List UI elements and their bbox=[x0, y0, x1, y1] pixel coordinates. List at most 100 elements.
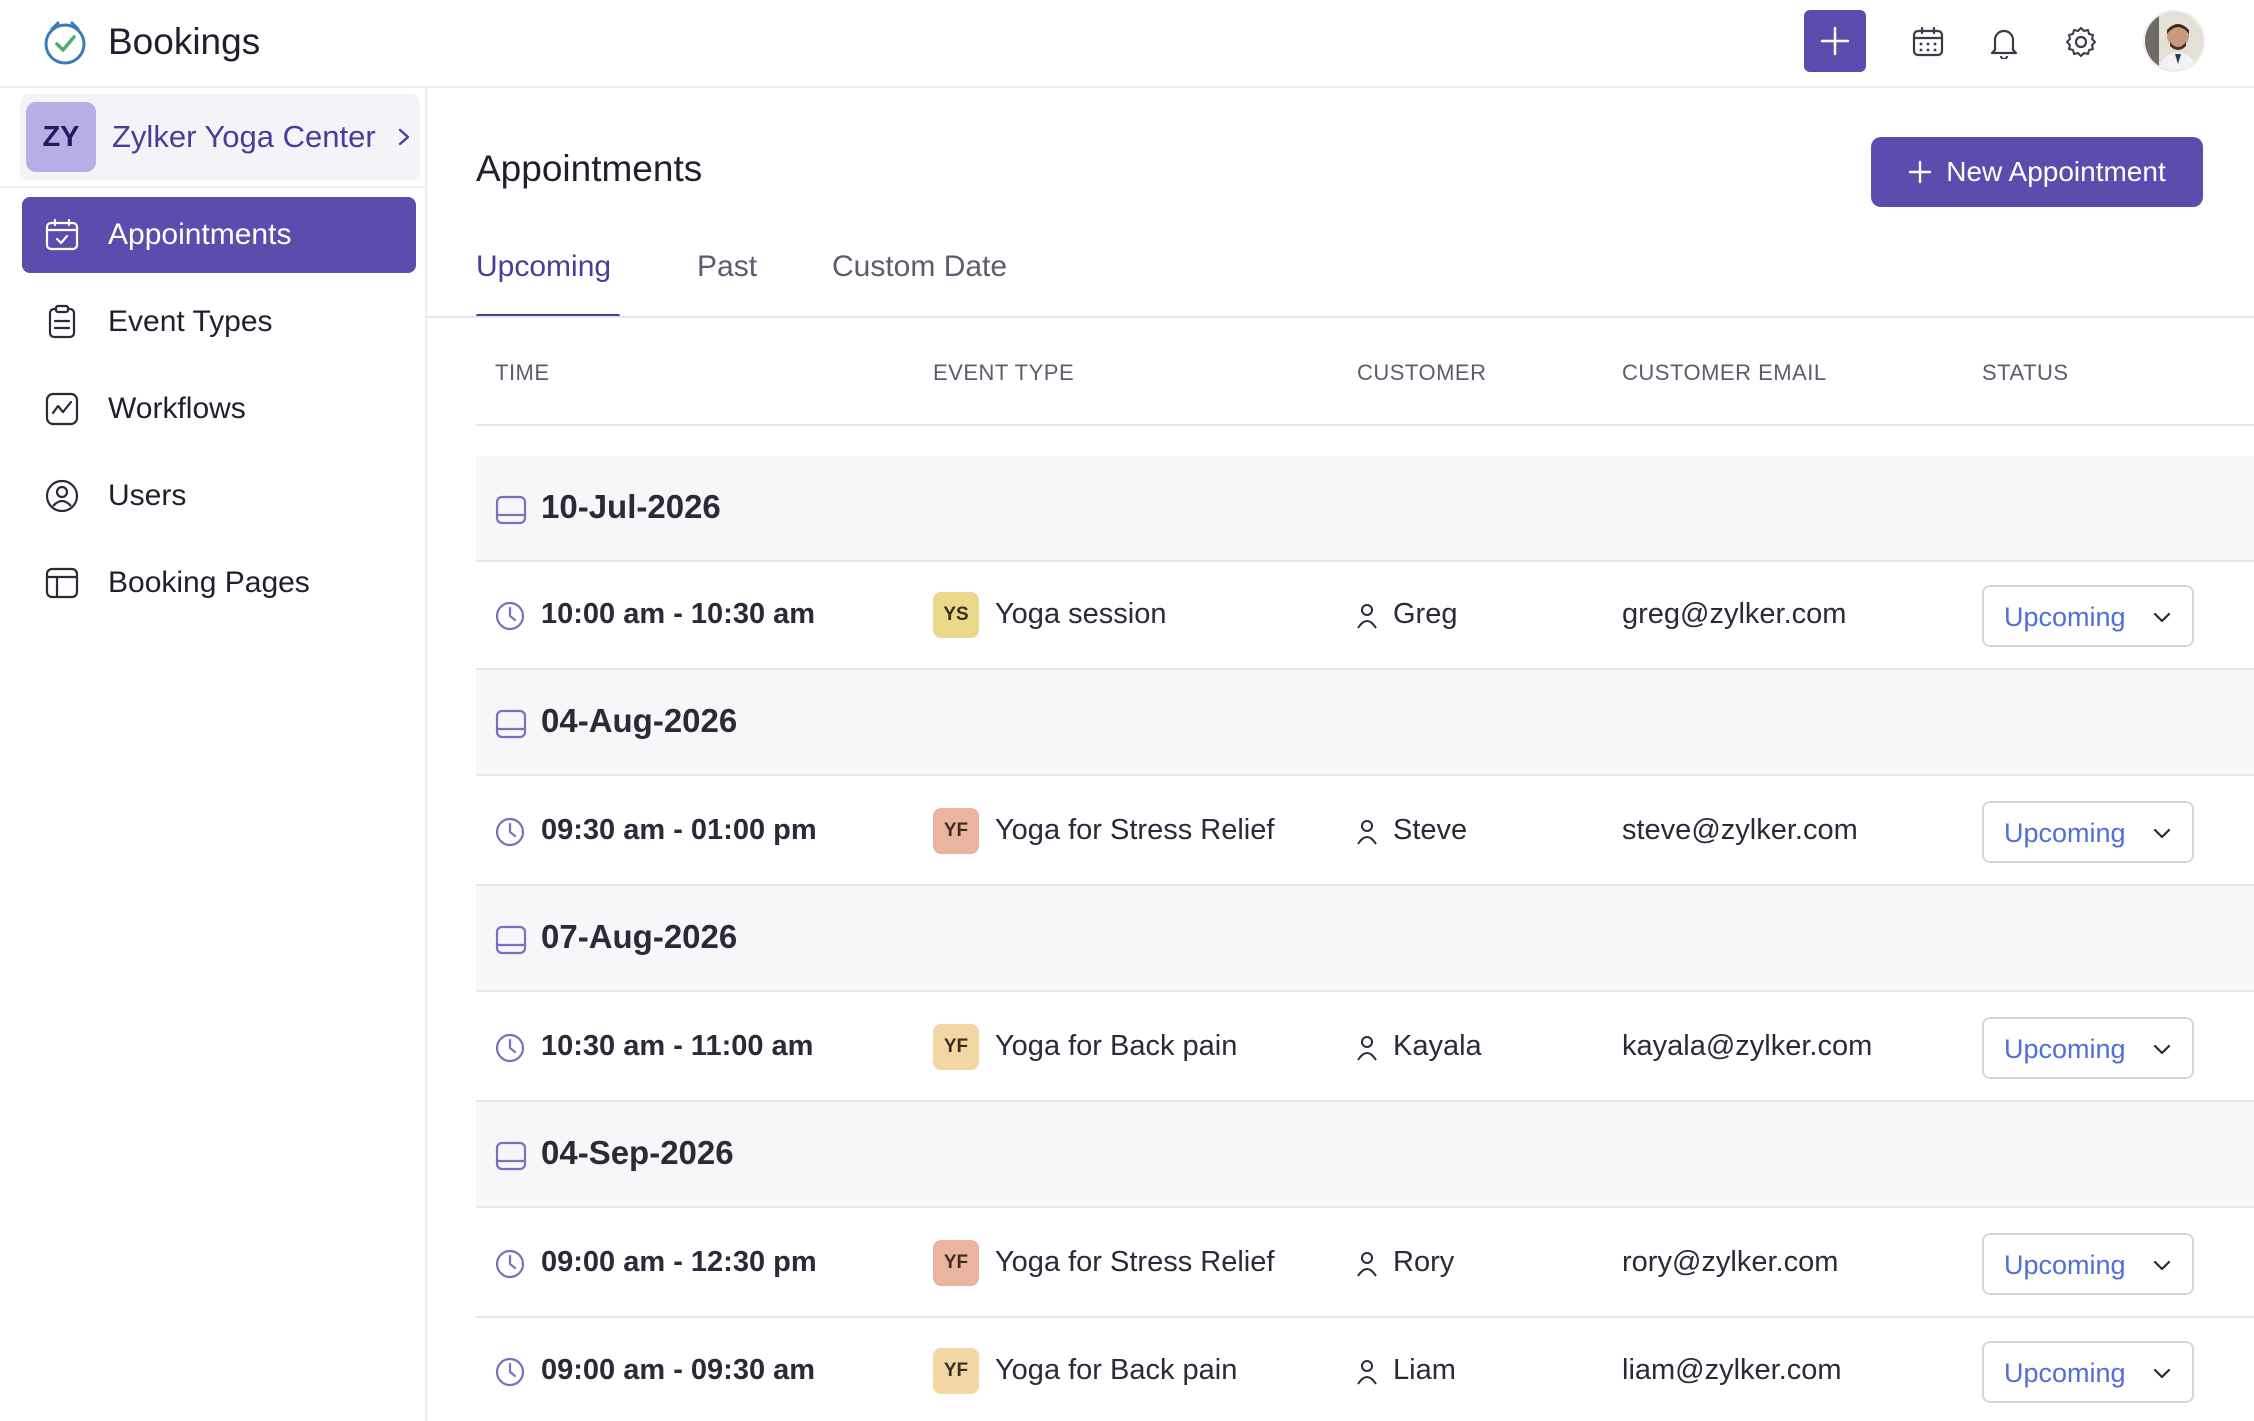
date-group-header: 04-Aug-2026 bbox=[476, 670, 2254, 776]
user-circle-icon bbox=[42, 476, 82, 516]
event-type-badge: YF bbox=[933, 1024, 979, 1070]
status-dropdown[interactable]: Upcoming bbox=[1982, 1341, 2194, 1403]
app-title: Bookings bbox=[108, 21, 261, 62]
customer-name: Liam bbox=[1393, 1354, 1456, 1386]
event-type-badge: YF bbox=[933, 1348, 979, 1394]
group-date: 04-Aug-2026 bbox=[541, 702, 738, 739]
customer-email: steve@zylker.com bbox=[1622, 814, 1858, 846]
column-header-time: TIME bbox=[495, 360, 550, 385]
avatar-photo-icon bbox=[2145, 12, 2203, 70]
customer-email: greg@zylker.com bbox=[1622, 598, 1847, 630]
bell-icon bbox=[1990, 29, 2018, 59]
settings-button[interactable] bbox=[2061, 22, 2101, 62]
group-date: 07-Aug-2026 bbox=[541, 918, 738, 955]
event-type-badge: YF bbox=[933, 808, 979, 854]
sidebar-item-label: Workflows bbox=[108, 392, 246, 425]
sidebar-item-booking-pages[interactable]: Booking Pages bbox=[22, 545, 416, 621]
notifications-button[interactable] bbox=[1984, 22, 2024, 62]
column-header-customer: CUSTOMER bbox=[1357, 360, 1487, 385]
sidebar-item-label: Event Types bbox=[108, 305, 273, 338]
calendar-icon bbox=[495, 709, 527, 739]
event-type-name: Yoga for Stress Relief bbox=[995, 814, 1275, 846]
booking-page-icon bbox=[42, 563, 82, 603]
sidebar-item-workflows[interactable]: Workflows bbox=[22, 371, 416, 447]
customer-email: kayala@zylker.com bbox=[1622, 1030, 1873, 1062]
date-group-header: 04-Sep-2026 bbox=[476, 1102, 2254, 1208]
top-bar: Bookings bbox=[0, 0, 2254, 88]
status-value: Upcoming bbox=[2004, 1358, 2126, 1388]
chevron-down-icon bbox=[2153, 1260, 2171, 1271]
customer-email: liam@zylker.com bbox=[1622, 1354, 1842, 1386]
customer-name: Kayala bbox=[1393, 1030, 1482, 1062]
event-type-name: Yoga for Back pain bbox=[995, 1354, 1238, 1386]
appointment-time: 10:00 am - 10:30 am bbox=[541, 598, 816, 630]
sidebar-item-event-types[interactable]: Event Types bbox=[22, 284, 416, 360]
org-switcher[interactable]: ZY Zylker Yoga Center bbox=[20, 94, 420, 180]
sidebar-item-appointments[interactable]: Appointments bbox=[22, 197, 416, 273]
clock-icon bbox=[495, 1357, 525, 1387]
appointment-time: 09:00 am - 12:30 pm bbox=[541, 1246, 817, 1278]
column-header-event-type: EVENT TYPE bbox=[933, 360, 1075, 385]
calendar-button[interactable] bbox=[1908, 22, 1948, 62]
table-row[interactable]: 09:30 am - 01:00 pm YF Yoga for Stress R… bbox=[476, 778, 2254, 886]
calendar-icon bbox=[495, 925, 527, 955]
gear-icon bbox=[2066, 27, 2096, 57]
table-row[interactable]: 09:00 am - 12:30 pm YF Yoga for Stress R… bbox=[476, 1210, 2254, 1318]
plus-icon bbox=[1909, 160, 1932, 184]
sidebar: ZY Zylker Yoga Center Appointments Event… bbox=[0, 88, 427, 1421]
person-icon bbox=[1357, 604, 1377, 629]
event-type-name: Yoga for Back pain bbox=[995, 1030, 1238, 1062]
status-dropdown[interactable]: Upcoming bbox=[1982, 1233, 2194, 1295]
sidebar-item-users[interactable]: Users bbox=[22, 458, 416, 534]
clock-icon bbox=[495, 817, 525, 847]
table-row[interactable]: 09:00 am - 09:30 am YF Yoga for Back pai… bbox=[476, 1318, 2254, 1421]
column-header-customer-email: CUSTOMER EMAIL bbox=[1622, 360, 1827, 385]
sidebar-item-label: Users bbox=[108, 479, 187, 512]
clock-icon bbox=[495, 601, 525, 631]
table-row[interactable]: 10:30 am - 11:00 am YF Yoga for Back pai… bbox=[476, 994, 2254, 1102]
plus-icon bbox=[1820, 26, 1850, 56]
calendar-icon bbox=[495, 1141, 527, 1171]
chevron-down-icon bbox=[2153, 1368, 2171, 1379]
sidebar-item-label: Booking Pages bbox=[108, 566, 310, 599]
new-appointment-button[interactable]: New Appointment bbox=[1871, 137, 2203, 207]
date-group-header: 07-Aug-2026 bbox=[476, 886, 2254, 992]
new-appointment-label: New Appointment bbox=[1946, 156, 2166, 187]
group-date: 10-Jul-2026 bbox=[541, 488, 721, 525]
page-title: Appointments bbox=[476, 148, 703, 189]
calendar-icon bbox=[495, 495, 527, 525]
person-icon bbox=[1357, 1360, 1377, 1385]
clock-icon bbox=[495, 1249, 525, 1279]
chevron-down-icon bbox=[2153, 828, 2171, 839]
chevron-down-icon bbox=[2153, 1044, 2171, 1055]
quick-add-button[interactable] bbox=[1804, 10, 1866, 72]
tab-label: Past bbox=[697, 250, 758, 283]
table-header-divider bbox=[476, 424, 2254, 426]
clock-icon bbox=[495, 1033, 525, 1063]
brand[interactable]: Bookings bbox=[40, 14, 260, 70]
tab-custom-date[interactable]: Custom Date bbox=[832, 250, 1007, 318]
sidebar-divider bbox=[0, 186, 425, 188]
status-dropdown[interactable]: Upcoming bbox=[1982, 585, 2194, 647]
tab-upcoming[interactable]: Upcoming bbox=[476, 250, 620, 318]
event-type-name: Yoga for Stress Relief bbox=[995, 1246, 1275, 1278]
customer-name: Rory bbox=[1393, 1246, 1455, 1278]
tab-past[interactable]: Past bbox=[697, 250, 757, 318]
appointment-time: 09:30 am - 01:00 pm bbox=[541, 814, 817, 846]
appointment-time: 09:00 am - 09:30 am bbox=[541, 1354, 816, 1386]
group-date: 04-Sep-2026 bbox=[541, 1134, 734, 1171]
table-row[interactable]: 10:00 am - 10:30 am YS Yoga session Greg… bbox=[476, 562, 2254, 670]
event-type-badge: YF bbox=[933, 1240, 979, 1286]
user-avatar[interactable] bbox=[2143, 10, 2205, 72]
person-icon bbox=[1357, 1252, 1377, 1277]
status-dropdown[interactable]: Upcoming bbox=[1982, 1017, 2194, 1079]
calendar-icon bbox=[1912, 26, 1944, 57]
chevron-down-icon bbox=[2153, 612, 2171, 623]
status-dropdown[interactable]: Upcoming bbox=[1982, 801, 2194, 863]
date-group-header: 10-Jul-2026 bbox=[476, 456, 2254, 562]
calendar-check-icon bbox=[42, 215, 82, 255]
tabs-divider bbox=[427, 316, 2254, 318]
customer-email: rory@zylker.com bbox=[1622, 1246, 1839, 1278]
status-value: Upcoming bbox=[2004, 1034, 2126, 1064]
status-value: Upcoming bbox=[2004, 1250, 2126, 1280]
